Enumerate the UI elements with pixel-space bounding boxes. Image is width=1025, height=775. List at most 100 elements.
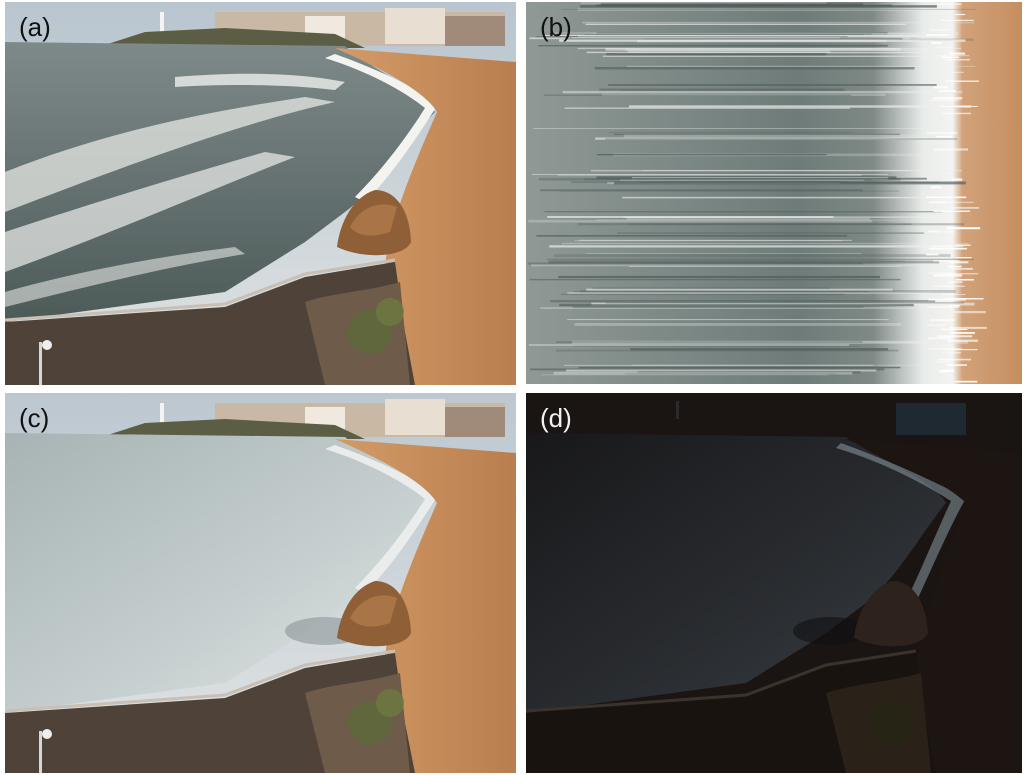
foam-streak: [930, 100, 959, 101]
streak-line: [582, 21, 975, 24]
streak-line: [608, 84, 937, 86]
streak-line: [617, 232, 924, 234]
foam-streak: [938, 358, 971, 361]
streak-line: [630, 348, 889, 351]
streak-line: [577, 47, 962, 50]
streak-line: [581, 2, 827, 4]
foam-streak: [931, 186, 942, 189]
foam-streak: [933, 274, 962, 277]
streak-line: [628, 266, 902, 267]
streak-line: [533, 128, 938, 129]
foam-streak: [950, 261, 969, 264]
streak-line: [540, 374, 829, 376]
streak-line: [553, 254, 951, 257]
beach-photo-a: [5, 2, 516, 385]
foam-streak: [928, 247, 967, 250]
streak-line: [606, 53, 827, 56]
streak-line: [577, 8, 932, 11]
streak-line: [546, 258, 974, 260]
streak-line: [542, 34, 935, 36]
streak-line: [561, 293, 845, 296]
foam-streak: [936, 55, 969, 57]
streak-line: [528, 219, 873, 223]
streak-line: [590, 33, 951, 34]
streak-line: [577, 35, 927, 37]
streak-line: [548, 260, 940, 264]
foam-streak: [928, 272, 956, 274]
streak-line: [561, 8, 976, 10]
foam-streak: [928, 298, 967, 301]
streak-image-b: [526, 2, 1022, 384]
beach-photo-d: [526, 393, 1022, 773]
streak-line: [553, 371, 853, 375]
panel-c: (c): [5, 393, 516, 773]
foam-streak: [927, 230, 942, 233]
streak-line: [550, 300, 936, 303]
streak-line: [600, 3, 864, 7]
foam-streak: [949, 52, 965, 55]
streak-line: [535, 36, 848, 38]
foam-streak: [937, 335, 973, 338]
foam-streak: [931, 245, 964, 248]
foam-streak: [926, 253, 939, 256]
streak-line: [571, 340, 968, 344]
streak-line: [642, 170, 910, 171]
streak-line: [619, 179, 865, 181]
foam-streak: [934, 361, 950, 363]
foam-streak: [950, 326, 987, 329]
foam-streak: [934, 201, 974, 203]
streak-line: [594, 67, 915, 70]
foam-streak: [932, 97, 963, 100]
foam-streak: [926, 324, 945, 326]
streak-line: [605, 302, 964, 304]
streak-line: [563, 364, 874, 366]
streak-line: [557, 174, 862, 176]
foam-streak: [948, 265, 962, 268]
foam-streak: [937, 3, 962, 5]
streak-line: [566, 369, 877, 372]
streak-line: [558, 275, 880, 278]
streak-line: [602, 93, 886, 96]
foam-streak: [941, 328, 968, 330]
foam-streak: [947, 227, 981, 230]
foam-streak: [933, 260, 960, 262]
foam-streak: [955, 279, 974, 281]
foam-streak: [947, 339, 979, 342]
streak-line: [596, 154, 827, 156]
foam-streak: [945, 58, 970, 61]
streak-line: [565, 38, 903, 41]
streak-line: [555, 341, 863, 343]
streak-line: [614, 181, 966, 185]
foam-streak: [934, 86, 948, 89]
streak-line: [573, 291, 869, 292]
foam-streak: [947, 351, 961, 354]
streak-line: [603, 55, 933, 57]
streak-line: [544, 211, 942, 213]
streak-line: [586, 51, 940, 54]
foam-streak: [926, 196, 967, 199]
foam-streak: [951, 178, 963, 181]
foam-streak: [931, 41, 942, 44]
streak-line: [586, 288, 893, 292]
streak-line: [564, 107, 850, 109]
foam-streak: [953, 311, 986, 314]
foam-streak: [944, 231, 956, 233]
streak-line: [538, 177, 901, 181]
streak-line: [637, 371, 861, 374]
streak-line: [574, 345, 860, 347]
foam-streak: [951, 349, 978, 351]
foam-streak: [935, 47, 952, 49]
streak-line: [590, 169, 962, 172]
foam-streak: [954, 13, 965, 16]
foam-streak: [952, 71, 964, 73]
streak-line: [531, 264, 945, 267]
foam-streak: [927, 306, 960, 308]
streak-line: [531, 174, 888, 175]
foam-streak: [930, 29, 948, 31]
foam-streak: [949, 281, 963, 284]
foam-streak: [938, 89, 956, 92]
foam-streak: [932, 285, 965, 287]
streak-line: [536, 235, 848, 237]
foam-streak: [928, 337, 951, 339]
beach-photo-c: [5, 393, 516, 773]
